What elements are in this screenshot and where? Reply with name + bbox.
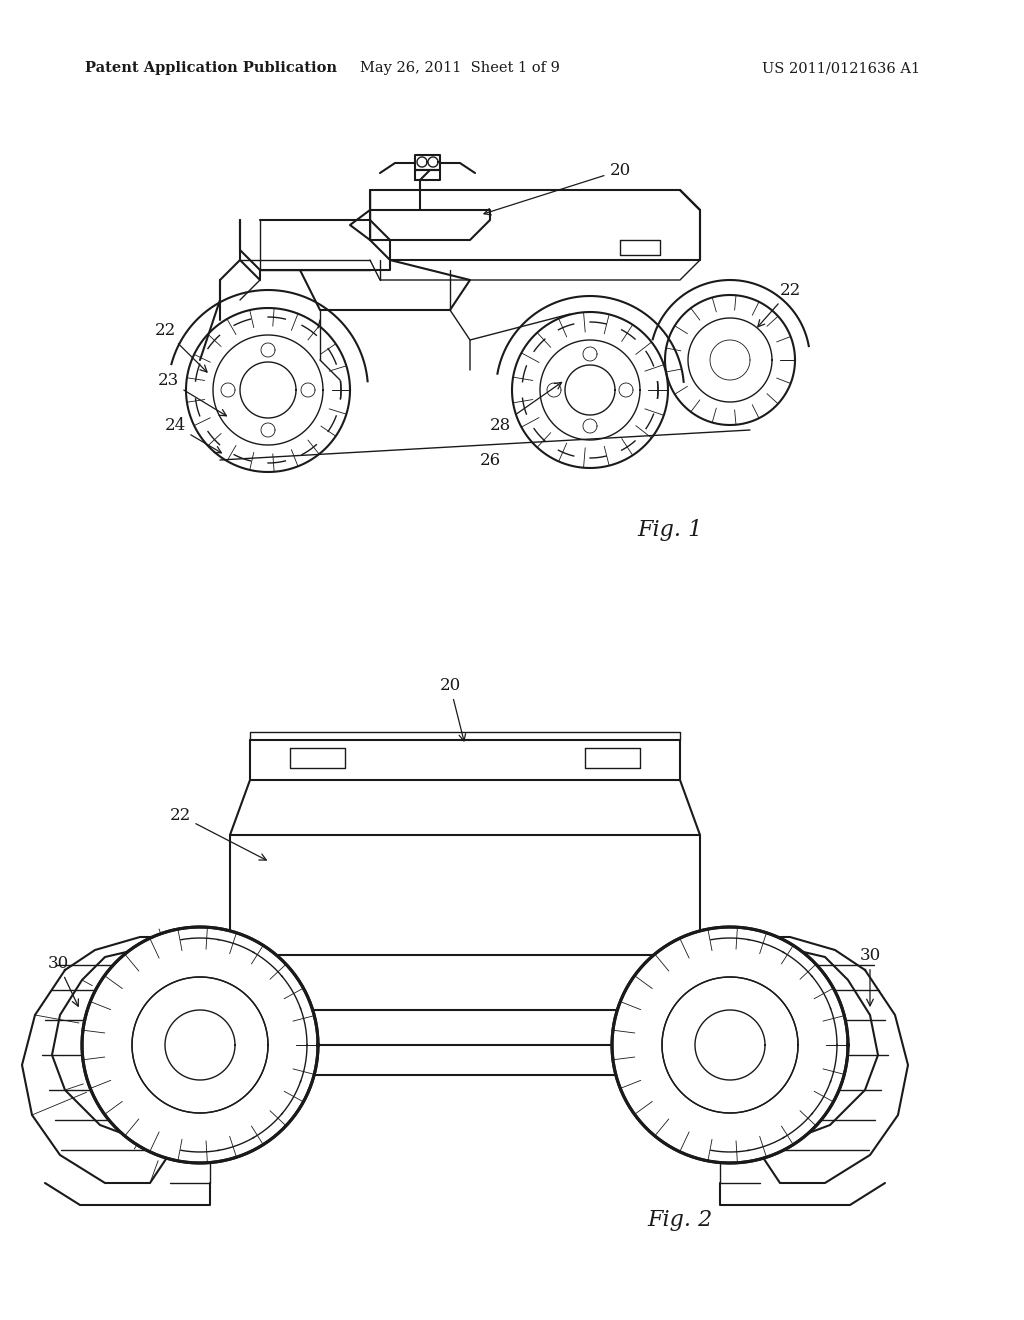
Text: 30: 30 [859, 946, 881, 1006]
Polygon shape [82, 927, 318, 1163]
Text: US 2011/0121636 A1: US 2011/0121636 A1 [762, 61, 920, 75]
Text: 28: 28 [489, 383, 561, 434]
Text: 22: 22 [155, 322, 207, 372]
Polygon shape [132, 977, 268, 1113]
Text: Fig. 1: Fig. 1 [637, 519, 702, 541]
Text: Patent Application Publication: Patent Application Publication [85, 61, 337, 75]
Text: 24: 24 [165, 417, 221, 453]
Text: May 26, 2011  Sheet 1 of 9: May 26, 2011 Sheet 1 of 9 [360, 61, 560, 75]
Text: 30: 30 [47, 954, 79, 1006]
Text: 22: 22 [758, 282, 801, 327]
Text: 20: 20 [439, 677, 466, 741]
Text: 26: 26 [479, 451, 501, 469]
Text: 22: 22 [169, 807, 266, 861]
Text: 23: 23 [158, 372, 226, 416]
Text: Fig. 2: Fig. 2 [647, 1209, 713, 1232]
Polygon shape [612, 927, 848, 1163]
Polygon shape [663, 977, 798, 1113]
Text: 20: 20 [484, 162, 631, 215]
